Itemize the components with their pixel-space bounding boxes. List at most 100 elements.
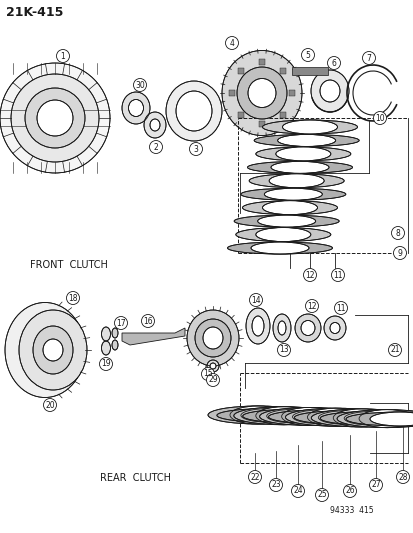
Ellipse shape [0,63,110,173]
Ellipse shape [311,409,410,427]
Bar [291,67,327,75]
Bar [259,121,264,127]
Text: 20: 20 [45,400,55,409]
Ellipse shape [268,174,323,188]
Circle shape [189,142,202,156]
Ellipse shape [209,363,216,369]
Text: 16: 16 [143,317,152,326]
Ellipse shape [240,188,345,200]
Text: 12: 12 [306,302,316,311]
Ellipse shape [37,100,73,136]
Circle shape [206,374,219,386]
Circle shape [396,471,408,483]
Bar [237,68,243,74]
Polygon shape [122,328,185,345]
Ellipse shape [282,120,337,134]
Circle shape [43,399,56,411]
Ellipse shape [254,134,358,147]
Ellipse shape [343,411,403,425]
Ellipse shape [277,321,285,335]
Circle shape [291,484,304,497]
Circle shape [249,294,262,306]
Ellipse shape [128,100,143,117]
Ellipse shape [206,360,218,372]
Ellipse shape [266,409,326,423]
Ellipse shape [319,411,413,425]
Text: 4: 4 [229,38,234,47]
Circle shape [362,52,375,64]
Text: 21K-415: 21K-415 [6,6,63,19]
Ellipse shape [319,80,339,102]
Text: 1: 1 [60,52,65,61]
Ellipse shape [281,407,337,425]
Ellipse shape [271,161,328,173]
Ellipse shape [323,316,345,340]
Ellipse shape [292,410,352,424]
Text: 3: 3 [193,144,198,154]
Bar [228,90,235,96]
Ellipse shape [285,408,385,426]
Text: 14: 14 [251,295,260,304]
Circle shape [391,227,404,239]
Circle shape [369,479,382,491]
Circle shape [114,317,127,329]
Ellipse shape [242,200,337,215]
Circle shape [99,358,112,370]
Circle shape [303,269,316,281]
Ellipse shape [144,112,166,138]
Circle shape [305,300,318,312]
Circle shape [248,471,261,483]
Text: 2: 2 [153,142,158,151]
Circle shape [327,56,339,69]
Ellipse shape [255,228,310,241]
Ellipse shape [310,70,348,112]
Ellipse shape [277,134,335,147]
Circle shape [66,292,79,304]
Circle shape [149,141,162,154]
Text: 19: 19 [101,359,111,368]
Ellipse shape [247,78,275,108]
Circle shape [56,50,69,62]
Ellipse shape [336,410,413,427]
Circle shape [277,343,290,357]
Ellipse shape [221,51,301,135]
Text: 25: 25 [316,490,326,499]
Circle shape [331,269,344,281]
Ellipse shape [25,88,85,148]
Ellipse shape [202,327,223,349]
Text: 9: 9 [396,248,401,257]
Ellipse shape [245,308,269,344]
Ellipse shape [358,410,413,427]
Text: 30: 30 [135,80,145,90]
Bar [280,68,285,74]
Ellipse shape [101,341,110,355]
Ellipse shape [234,215,338,227]
Circle shape [133,78,146,92]
Ellipse shape [294,410,401,425]
Ellipse shape [207,406,307,424]
Text: 21: 21 [389,345,399,354]
Text: 27: 27 [370,481,380,489]
Text: 24: 24 [292,487,302,496]
Text: 5: 5 [305,51,310,60]
Ellipse shape [233,407,333,425]
Text: 28: 28 [397,472,407,481]
Ellipse shape [187,310,238,366]
Bar [288,90,294,96]
Ellipse shape [272,314,290,342]
Ellipse shape [307,408,363,426]
Ellipse shape [43,339,63,361]
Bar [237,112,243,118]
Ellipse shape [247,161,351,173]
Ellipse shape [262,200,317,215]
Ellipse shape [250,242,308,254]
Ellipse shape [318,410,377,425]
Ellipse shape [112,328,118,338]
Text: 26: 26 [344,487,354,496]
Text: 11: 11 [335,303,345,312]
Bar [280,112,285,118]
Ellipse shape [268,410,376,424]
Circle shape [141,314,154,327]
Circle shape [387,343,401,357]
Ellipse shape [332,409,388,427]
